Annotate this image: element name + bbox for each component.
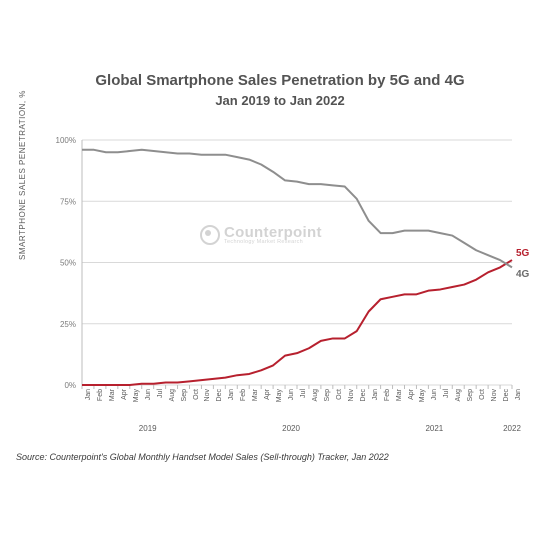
x-tick: Jul [157,389,164,419]
x-year: 2019 [139,424,157,433]
x-tick: Jun [288,389,295,419]
x-tick: Aug [455,389,462,419]
x-tick: Mar [396,389,403,419]
x-tick: Aug [169,389,176,419]
svg-text:100%: 100% [56,136,76,145]
chart-frame: Global Smartphone Sales Penetration by 5… [0,0,560,560]
x-tick: Sep [324,389,331,419]
x-tick: Dec [503,389,510,419]
x-tick: Oct [336,389,343,419]
x-tick: Sep [467,389,474,419]
x-tick: Dec [216,389,223,419]
x-tick: May [133,389,140,419]
x-tick: Oct [193,389,200,419]
x-tick: Jan [515,389,522,419]
x-tick: Jan [228,389,235,419]
x-year: 2020 [282,424,300,433]
svg-text:0%: 0% [64,381,76,390]
x-tick: Apr [121,389,128,419]
x-tick: May [419,389,426,419]
x-tick: Aug [312,389,319,419]
x-tick: Mar [252,389,259,419]
x-tick: Nov [348,389,355,419]
svg-text:50%: 50% [60,259,76,268]
x-year: 2021 [425,424,443,433]
x-tick: Jul [443,389,450,419]
x-tick: Dec [360,389,367,419]
series-label-5g: 5G [516,248,529,259]
x-tick: Mar [109,389,116,419]
series-label-4g: 4G [516,269,529,280]
x-tick: Apr [264,389,271,419]
x-year: 2022 [503,424,521,433]
source-text: Source: Counterpoint's Global Monthly Ha… [16,452,389,462]
x-tick: Jan [85,389,92,419]
chart-subtitle: Jan 2019 to Jan 2022 [0,93,560,108]
x-tick: May [276,389,283,419]
x-tick: Jan [372,389,379,419]
y-axis-label: SMARTPHONE SALES PENETRATION, % [18,90,27,260]
x-tick: Jun [145,389,152,419]
svg-text:75%: 75% [60,197,76,206]
x-axis-years: 2019202020212022 [82,424,512,436]
x-tick: Oct [479,389,486,419]
line-chart-svg: 0% 25% 50% 75% 100% [50,130,520,395]
plot-area: 0% 25% 50% 75% 100% [50,130,520,410]
chart-title: Global Smartphone Sales Penetration by 5… [0,72,560,89]
x-tick: Apr [408,389,415,419]
x-tick: Jul [300,389,307,419]
x-tick: Feb [97,389,104,419]
x-tick: Jun [431,389,438,419]
svg-text:25%: 25% [60,320,76,329]
x-tick: Feb [240,389,247,419]
x-tick: Feb [384,389,391,419]
x-tick: Nov [204,389,211,419]
x-tick: Nov [491,389,498,419]
x-tick: Sep [181,389,188,419]
